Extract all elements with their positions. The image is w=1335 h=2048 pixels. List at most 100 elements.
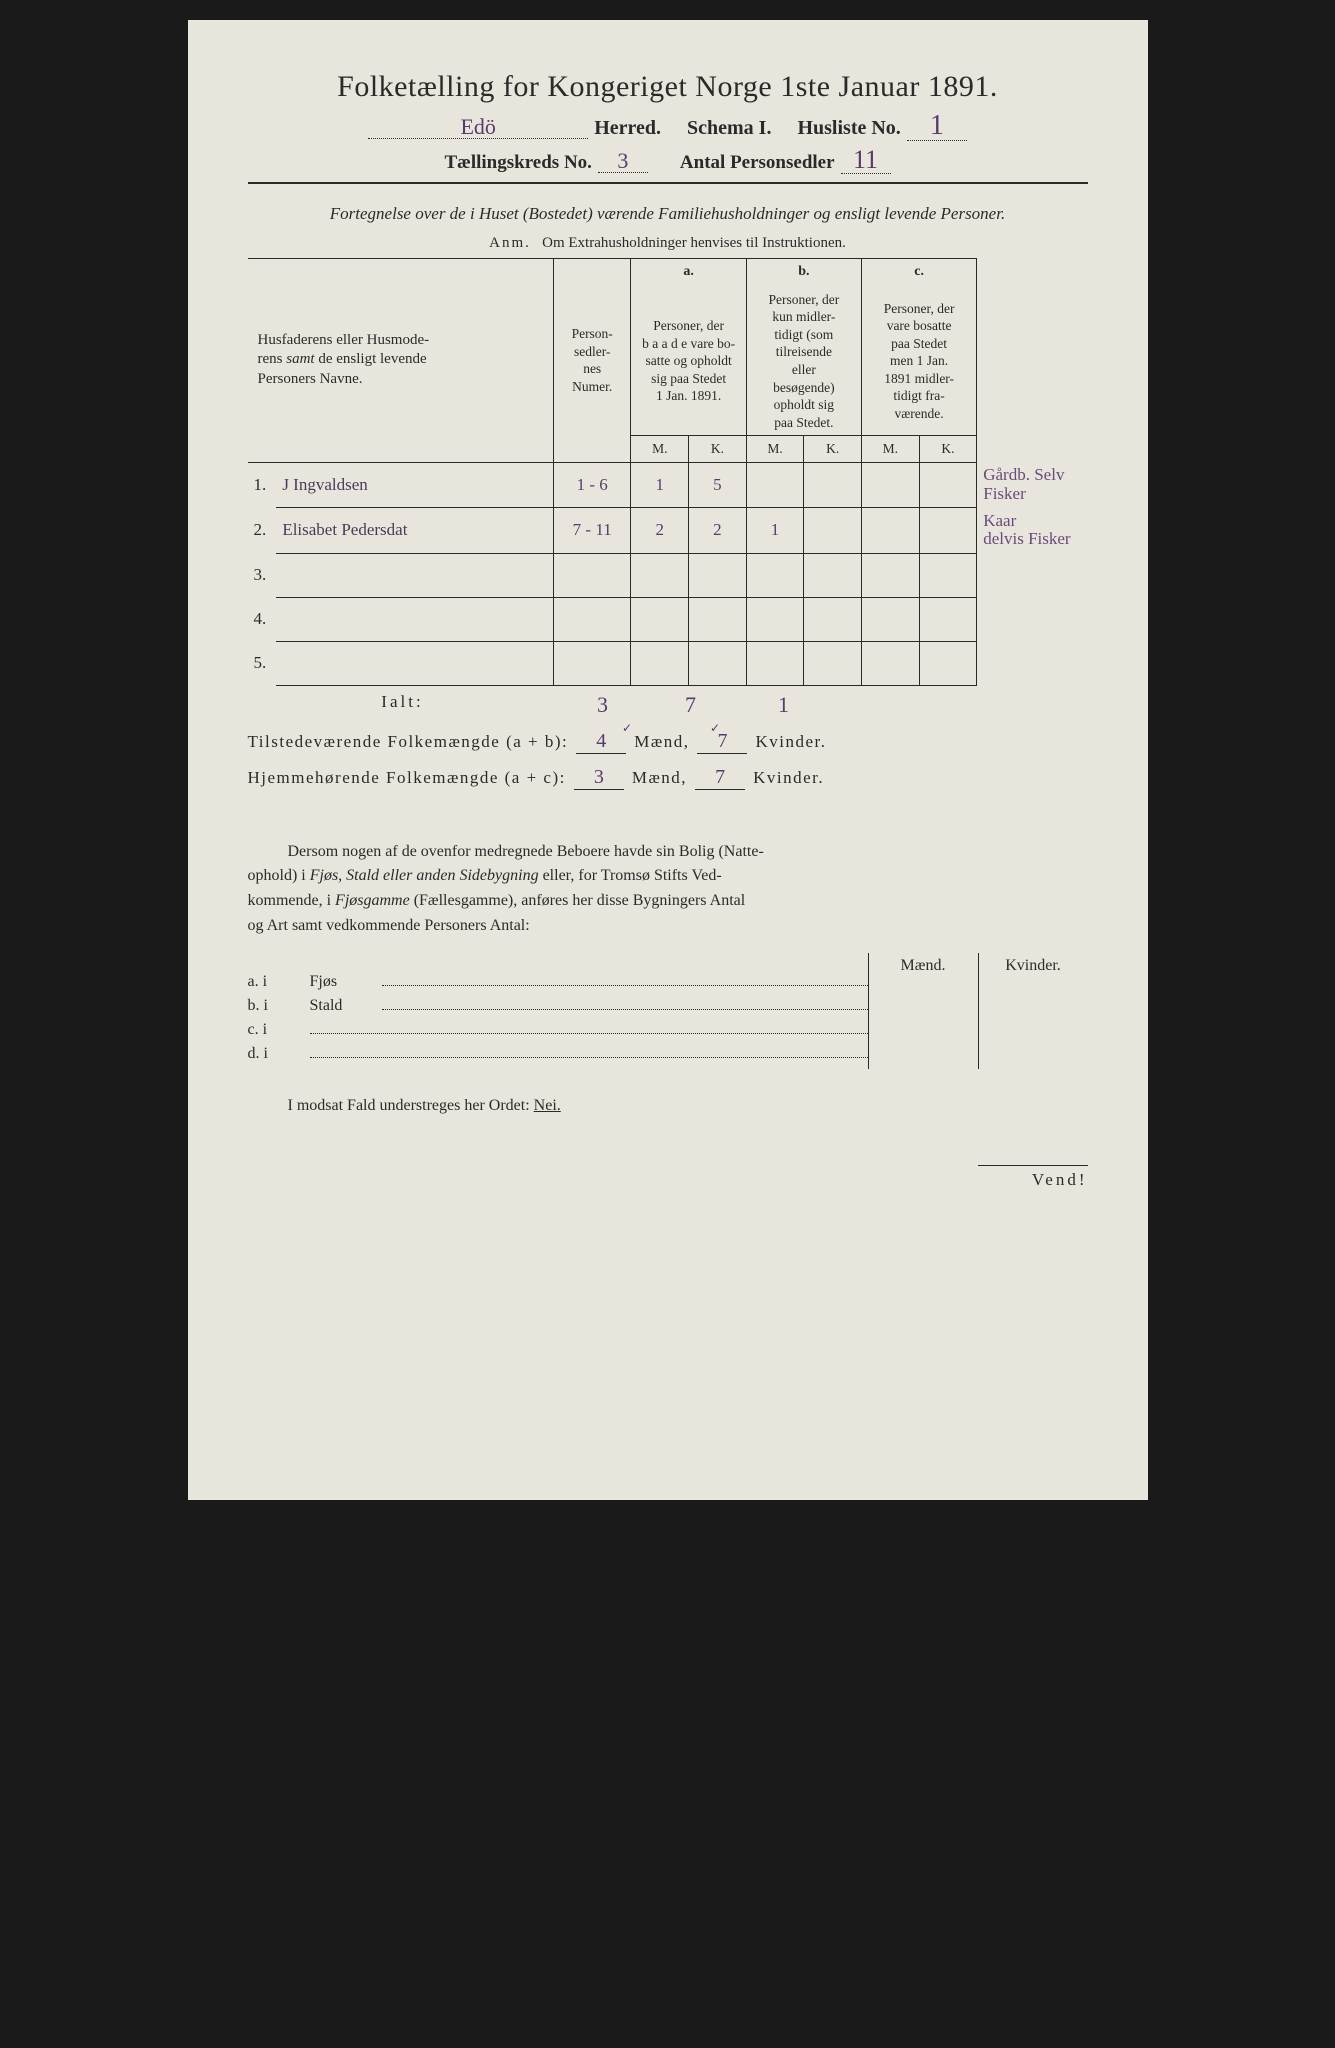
- hjemme-label: Hjemmehørende Folkemængde (a + c):: [248, 768, 566, 788]
- margin-note: [977, 597, 1088, 641]
- c-k-cell: [919, 508, 977, 553]
- husliste-field: 1: [907, 112, 967, 141]
- b-k-cell: [804, 462, 862, 507]
- kvinder-label-2: Kvinder.: [753, 768, 824, 788]
- building-row-c: c. i: [248, 1021, 868, 1039]
- c-k-cell: [919, 462, 977, 507]
- col-b-header: b.: [746, 258, 861, 287]
- col-a-k: K.: [689, 436, 747, 463]
- c-m-cell: [861, 641, 919, 685]
- col-a-text: Personer, derb a a d e vare bo-satte og …: [631, 287, 746, 436]
- building-rows: x a. i Fjøs b. i Stald c. i d. i: [248, 953, 868, 1069]
- table-row: 2.Elisabet Pedersdat7 - 11221Kaardelvis …: [248, 508, 1088, 553]
- building-row-a: a. i Fjøs: [248, 973, 868, 991]
- census-form-page: Folketælling for Kongeriget Norge 1ste J…: [188, 20, 1148, 1500]
- schema-label: Schema I.: [687, 117, 771, 140]
- a-m-cell: [631, 553, 689, 597]
- ialt-bm: 1: [764, 692, 804, 718]
- tilstede-line: Tilstedeværende Folkemængde (a + b): 4 M…: [248, 730, 1088, 754]
- c-m-cell: [861, 462, 919, 507]
- numer-cell: 1 - 6: [553, 462, 631, 507]
- margin-note: [977, 553, 1088, 597]
- c-k-cell: [919, 597, 977, 641]
- header-line-2: Tællingskreds No. 3 Antal Personsedler 1…: [248, 147, 1088, 174]
- b-m-cell: 1: [746, 508, 804, 553]
- margin-note: Kaardelvis Fisker: [977, 508, 1088, 553]
- numer-cell: [553, 553, 631, 597]
- tilstede-k: 7: [697, 730, 747, 754]
- building-row-b: b. i Stald: [248, 997, 868, 1015]
- b-m-cell: [746, 553, 804, 597]
- row-number: 2.: [248, 508, 277, 553]
- b-k-cell: [804, 553, 862, 597]
- dots: [310, 1046, 868, 1058]
- ialt-row: Ialt: 3✓ 7✓ 1: [248, 692, 1088, 718]
- col-names-header: Husfaderens eller Husmode-rens samt de e…: [248, 258, 554, 462]
- a-k-cell: 2: [689, 508, 747, 553]
- margin-note: [977, 641, 1088, 685]
- table-row: 5.: [248, 641, 1088, 685]
- herred-field: Edö: [368, 116, 588, 139]
- col-b-text: Personer, derkun midler-tidigt (somtilre…: [746, 287, 861, 436]
- c-m-cell: [861, 553, 919, 597]
- a-m-cell: [631, 641, 689, 685]
- anm-text: Om Extrahusholdninger henvises til Instr…: [542, 235, 846, 251]
- c-m-cell: [861, 597, 919, 641]
- kreds-field: 3: [598, 150, 648, 173]
- table-row: 4.: [248, 597, 1088, 641]
- kreds-label: Tællingskreds No.: [444, 152, 591, 174]
- numer-cell: 7 - 11: [553, 508, 631, 553]
- a-m-cell: [631, 597, 689, 641]
- ialt-label: Ialt:: [248, 692, 558, 718]
- c-k-cell: [919, 641, 977, 685]
- building-table: x a. i Fjøs b. i Stald c. i d. i Mænd.: [248, 953, 1088, 1069]
- col-b-k: K.: [804, 436, 862, 463]
- a-k-cell: [689, 553, 747, 597]
- a-m-cell: 1: [631, 462, 689, 507]
- hjemme-k: 7: [695, 766, 745, 790]
- building-mk-cols: Mænd. Kvinder.: [868, 953, 1088, 1069]
- antal-label: Antal Personsedler: [680, 152, 835, 174]
- name-cell: J Ingvaldsen: [276, 462, 553, 507]
- maend-label-2: Mænd,: [632, 768, 687, 788]
- kvinder-label: Kvinder.: [755, 732, 826, 752]
- dots: [382, 998, 868, 1010]
- name-cell: [276, 641, 553, 685]
- hjemme-m: 3: [574, 766, 624, 790]
- col-c-header: c.: [861, 258, 976, 287]
- b-k-cell: [804, 508, 862, 553]
- col-c-text: Personer, dervare bosattepaa Stedetmen 1…: [861, 287, 976, 436]
- b-m-cell: [746, 597, 804, 641]
- numer-cell: [553, 597, 631, 641]
- modsat-line: I modsat Fald understreges her Ordet: Ne…: [248, 1097, 1088, 1115]
- ialt-am: 3✓: [588, 692, 628, 718]
- vend-label: Vend!: [978, 1165, 1088, 1190]
- header-line-1: Edö Herred. Schema I. Husliste No. 1: [248, 112, 1088, 141]
- col-a-header: a.: [631, 258, 746, 287]
- a-k-cell: 5: [689, 462, 747, 507]
- tilstede-label: Tilstedeværende Folkemængde (a + b):: [248, 732, 569, 752]
- col-b-m: M.: [746, 436, 804, 463]
- annotation-line: Anm. Om Extrahusholdninger henvises til …: [248, 235, 1088, 252]
- margin-col: [977, 258, 1088, 462]
- instruction-paragraph: Dersom nogen af de ovenfor medregnede Be…: [248, 840, 1088, 939]
- row-number: 3.: [248, 553, 277, 597]
- tilstede-m: 4: [576, 730, 626, 754]
- c-k-cell: [919, 553, 977, 597]
- antal-field: 11: [841, 147, 891, 174]
- c-m-cell: [861, 508, 919, 553]
- table-row: 3.: [248, 553, 1088, 597]
- husliste-label: Husliste No.: [797, 117, 900, 140]
- dots: [382, 974, 868, 986]
- main-table: Husfaderens eller Husmode-rens samt de e…: [248, 258, 1088, 686]
- page-title: Folketælling for Kongeriget Norge 1ste J…: [248, 70, 1088, 104]
- row-number: 4.: [248, 597, 277, 641]
- col-numer-header: Person-sedler-nesNumer.: [553, 258, 631, 462]
- b-k-cell: [804, 597, 862, 641]
- maend-label: Mænd,: [634, 732, 689, 752]
- b-m-cell: [746, 462, 804, 507]
- hjemme-line: Hjemmehørende Folkemængde (a + c): 3 Mæn…: [248, 766, 1088, 790]
- b-k-cell: [804, 641, 862, 685]
- name-cell: Elisabet Pedersdat: [276, 508, 553, 553]
- herred-label: Herred.: [594, 117, 661, 140]
